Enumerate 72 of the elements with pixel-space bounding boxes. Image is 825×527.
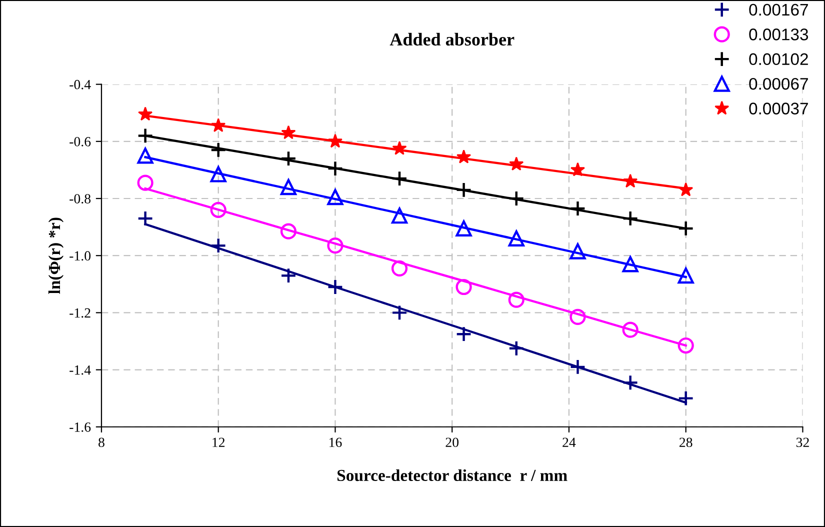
y-tick-label: -1.6 [70,422,91,432]
point [280,223,297,240]
point [508,190,524,207]
point [678,390,694,406]
point [211,118,226,132]
y-tick-label: -0.8 [70,194,91,204]
point [622,210,638,227]
point [210,142,226,158]
point [678,268,694,284]
point [456,278,472,296]
point [509,156,524,171]
point [280,150,297,167]
point [210,238,226,254]
point [137,174,154,191]
point [327,189,344,206]
point [327,278,344,296]
x-tick-label: 32 [796,438,809,448]
y-tick-label: -0.6 [70,136,91,146]
point [137,148,154,164]
point [622,322,638,338]
y-tick-label: -0.4 [70,80,91,90]
legend-label: 0.00133 [749,28,808,40]
x-tick-label: 12 [212,438,225,447]
point [456,182,472,198]
point [456,326,472,342]
point [678,337,694,354]
x-tick-label: 24 [562,438,576,447]
point [392,140,407,155]
point [622,256,638,272]
point [280,268,297,284]
point [210,166,226,182]
x-axis-title: Source-detector distance r / mm [337,469,568,482]
point [622,374,638,391]
point [280,179,297,196]
point [508,292,524,308]
point [391,208,408,224]
point [456,220,472,237]
point [138,106,153,121]
point [570,243,586,260]
legend-label: 0.00067 [749,78,808,90]
point [623,174,638,188]
point [327,160,344,177]
point [456,149,472,164]
y-tick-label: -1.0 [70,251,91,261]
x-tick-label: 8 [98,438,104,448]
point [281,125,296,140]
point [391,260,408,276]
y-axis-title: ln(Φ(r) *r) [48,218,64,294]
point [570,308,586,326]
legend-label: 0.00037 [749,102,808,114]
point [137,128,154,144]
y-tick-label: -1.4 [70,365,91,375]
point [678,220,694,237]
point [328,134,343,148]
x-tick-label: 16 [330,438,342,448]
point [391,170,408,187]
point [327,238,344,254]
legend-label: 0.00167 [749,4,808,16]
point [570,358,586,375]
point [678,182,694,196]
point [137,210,154,227]
point [508,340,524,356]
legend-label: 0.00102 [749,53,808,66]
chart-title: Added absorber [390,32,514,46]
point [391,304,408,321]
x-tick-label: 28 [680,438,692,448]
point [570,200,586,217]
y-tick-label: -1.2 [70,308,90,318]
point [570,162,586,176]
point [210,202,226,218]
x-tick-label: 20 [446,438,459,448]
point [508,230,524,247]
